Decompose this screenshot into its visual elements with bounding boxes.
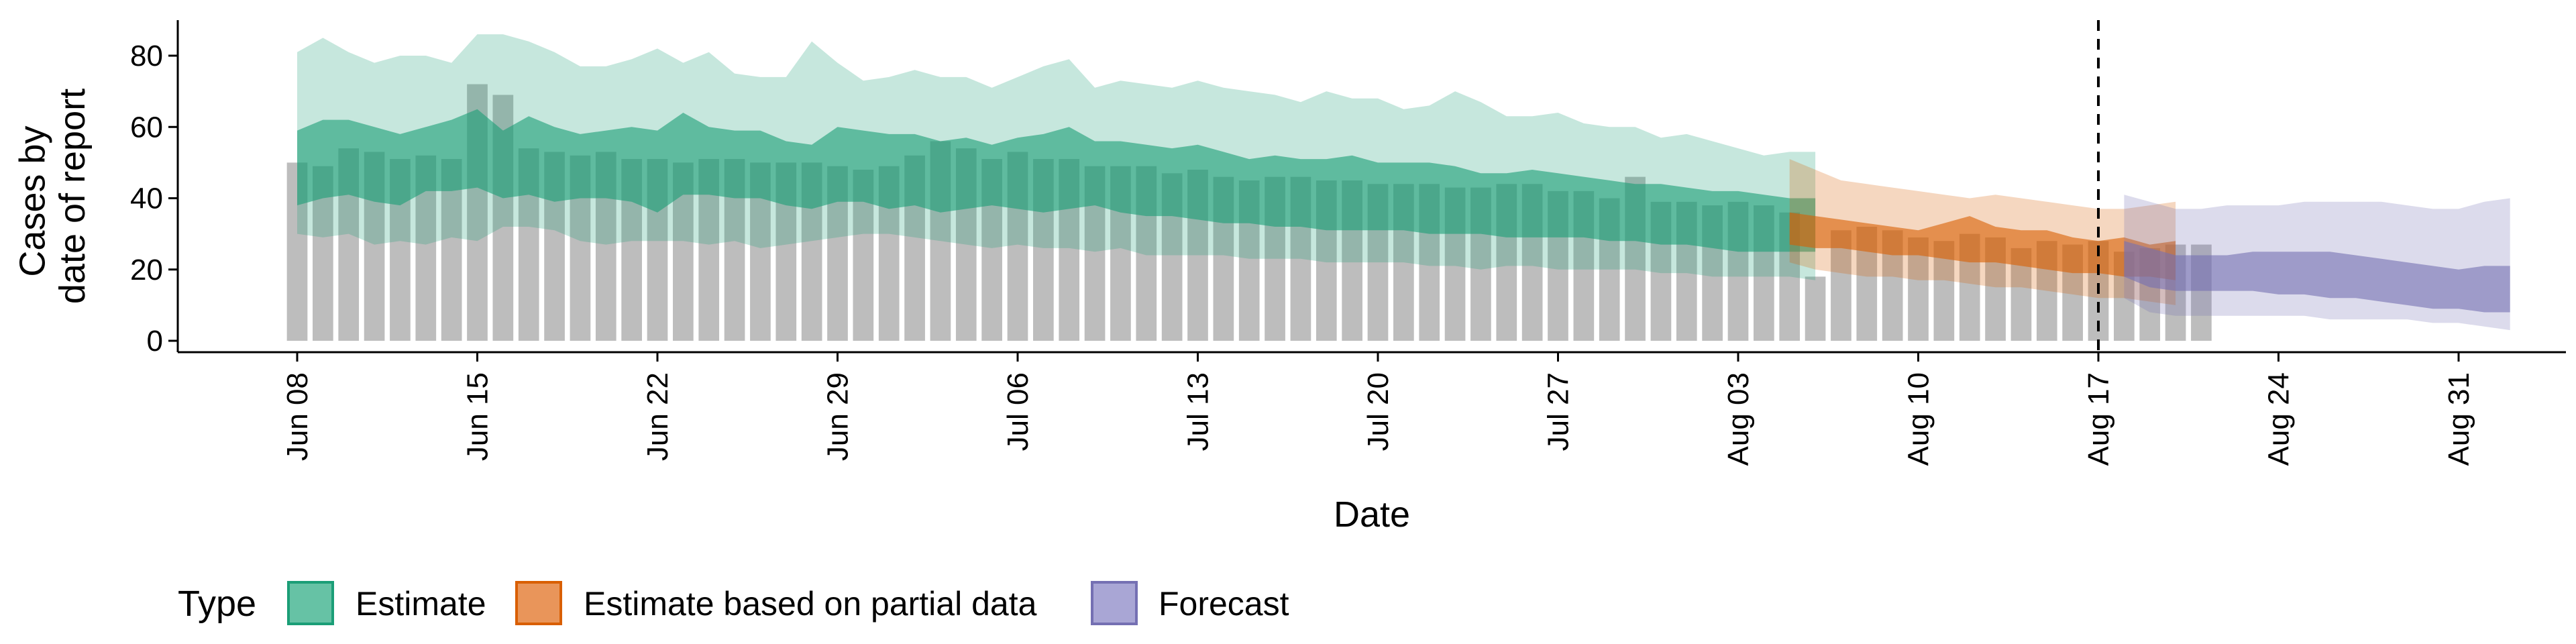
y-tick-label: 80 <box>130 40 163 72</box>
x-tick-label: Aug 03 <box>1722 372 1755 466</box>
legend-key-forecast <box>1091 581 1138 625</box>
band-inner-estimate-based-on-partial-data <box>1789 212 2176 280</box>
legend-label-partial: Estimate based on partial data <box>584 585 1037 623</box>
y-tick-label: 20 <box>130 254 163 286</box>
x-tick-label: Jul 27 <box>1542 372 1575 451</box>
y-tick-label: 0 <box>147 325 163 358</box>
x-tick-label: Jun 15 <box>462 372 494 461</box>
legend-label-estimate: Estimate <box>356 585 486 623</box>
x-tick-label: Aug 17 <box>2082 372 2115 466</box>
y-ticks: 0 20 40 60 80 <box>130 40 178 358</box>
bar <box>1805 276 1826 341</box>
bands-layer <box>297 34 2510 331</box>
x-ticks: Jun 08 Jun 15 Jun 22 Jun 29 Jul 06 Jul 13 Jul … <box>281 352 2475 466</box>
x-tick-label: Jun 22 <box>641 372 674 461</box>
x-tick-label: Aug 10 <box>1902 372 1935 466</box>
y-tick-label: 40 <box>130 182 163 215</box>
y-axis-title-line-1: Cases by <box>13 125 53 276</box>
band-inner-estimate <box>297 109 1816 252</box>
y-axis-title-line-2: date of report <box>52 89 93 304</box>
x-tick-label: Aug 31 <box>2443 372 2475 466</box>
x-tick-label: Jun 08 <box>281 372 314 461</box>
legend-label-forecast: Forecast <box>1159 585 1289 623</box>
x-tick-label: Jul 06 <box>1002 372 1034 451</box>
band-inner-forecast <box>2124 241 2510 313</box>
y-axis-title: Cases by date of report <box>13 89 93 304</box>
y-tick-label: 60 <box>130 111 163 144</box>
x-axis-title: Date <box>1334 494 1410 535</box>
legend-title: Type <box>178 584 256 624</box>
x-tick-label: Jun 29 <box>822 372 855 461</box>
legend-key-partial <box>515 581 562 625</box>
x-tick-label: Jul 20 <box>1362 372 1395 451</box>
legend-key-estimate <box>287 581 334 625</box>
axes <box>176 20 2566 354</box>
legend: Type Estimate Estimate based on partial … <box>178 581 1289 625</box>
x-tick-label: Jul 13 <box>1182 372 1215 451</box>
x-tick-label: Aug 24 <box>2263 372 2296 466</box>
